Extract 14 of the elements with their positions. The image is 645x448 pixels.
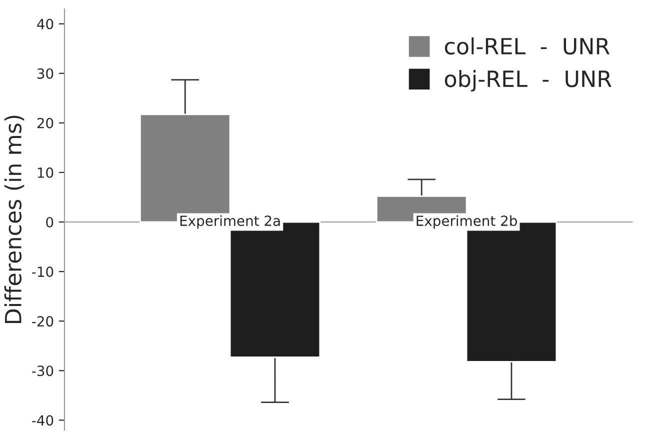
y-axis-title: Differences (in ms)	[4, 116, 24, 324]
x-tick-label: Experiment 2b	[416, 215, 517, 229]
y-tick-label: 20	[37, 118, 54, 128]
y-tick-label: 30	[37, 68, 54, 79]
legend-label: obj-REL - UNR	[444, 70, 612, 92]
y-tick-label: -30	[32, 366, 54, 376]
x-tick-label: Experiment 2a	[180, 215, 280, 229]
y-tick-label: 0	[46, 216, 54, 228]
y-tick-label: -40	[32, 415, 54, 426]
y-tick-label: 40	[37, 18, 54, 30]
y-tick-label: -10	[32, 266, 54, 278]
legend-label: col-REL - UNR	[444, 37, 610, 55]
y-tick-label: 10	[38, 167, 54, 178]
y-tick-label: -20	[32, 316, 54, 327]
